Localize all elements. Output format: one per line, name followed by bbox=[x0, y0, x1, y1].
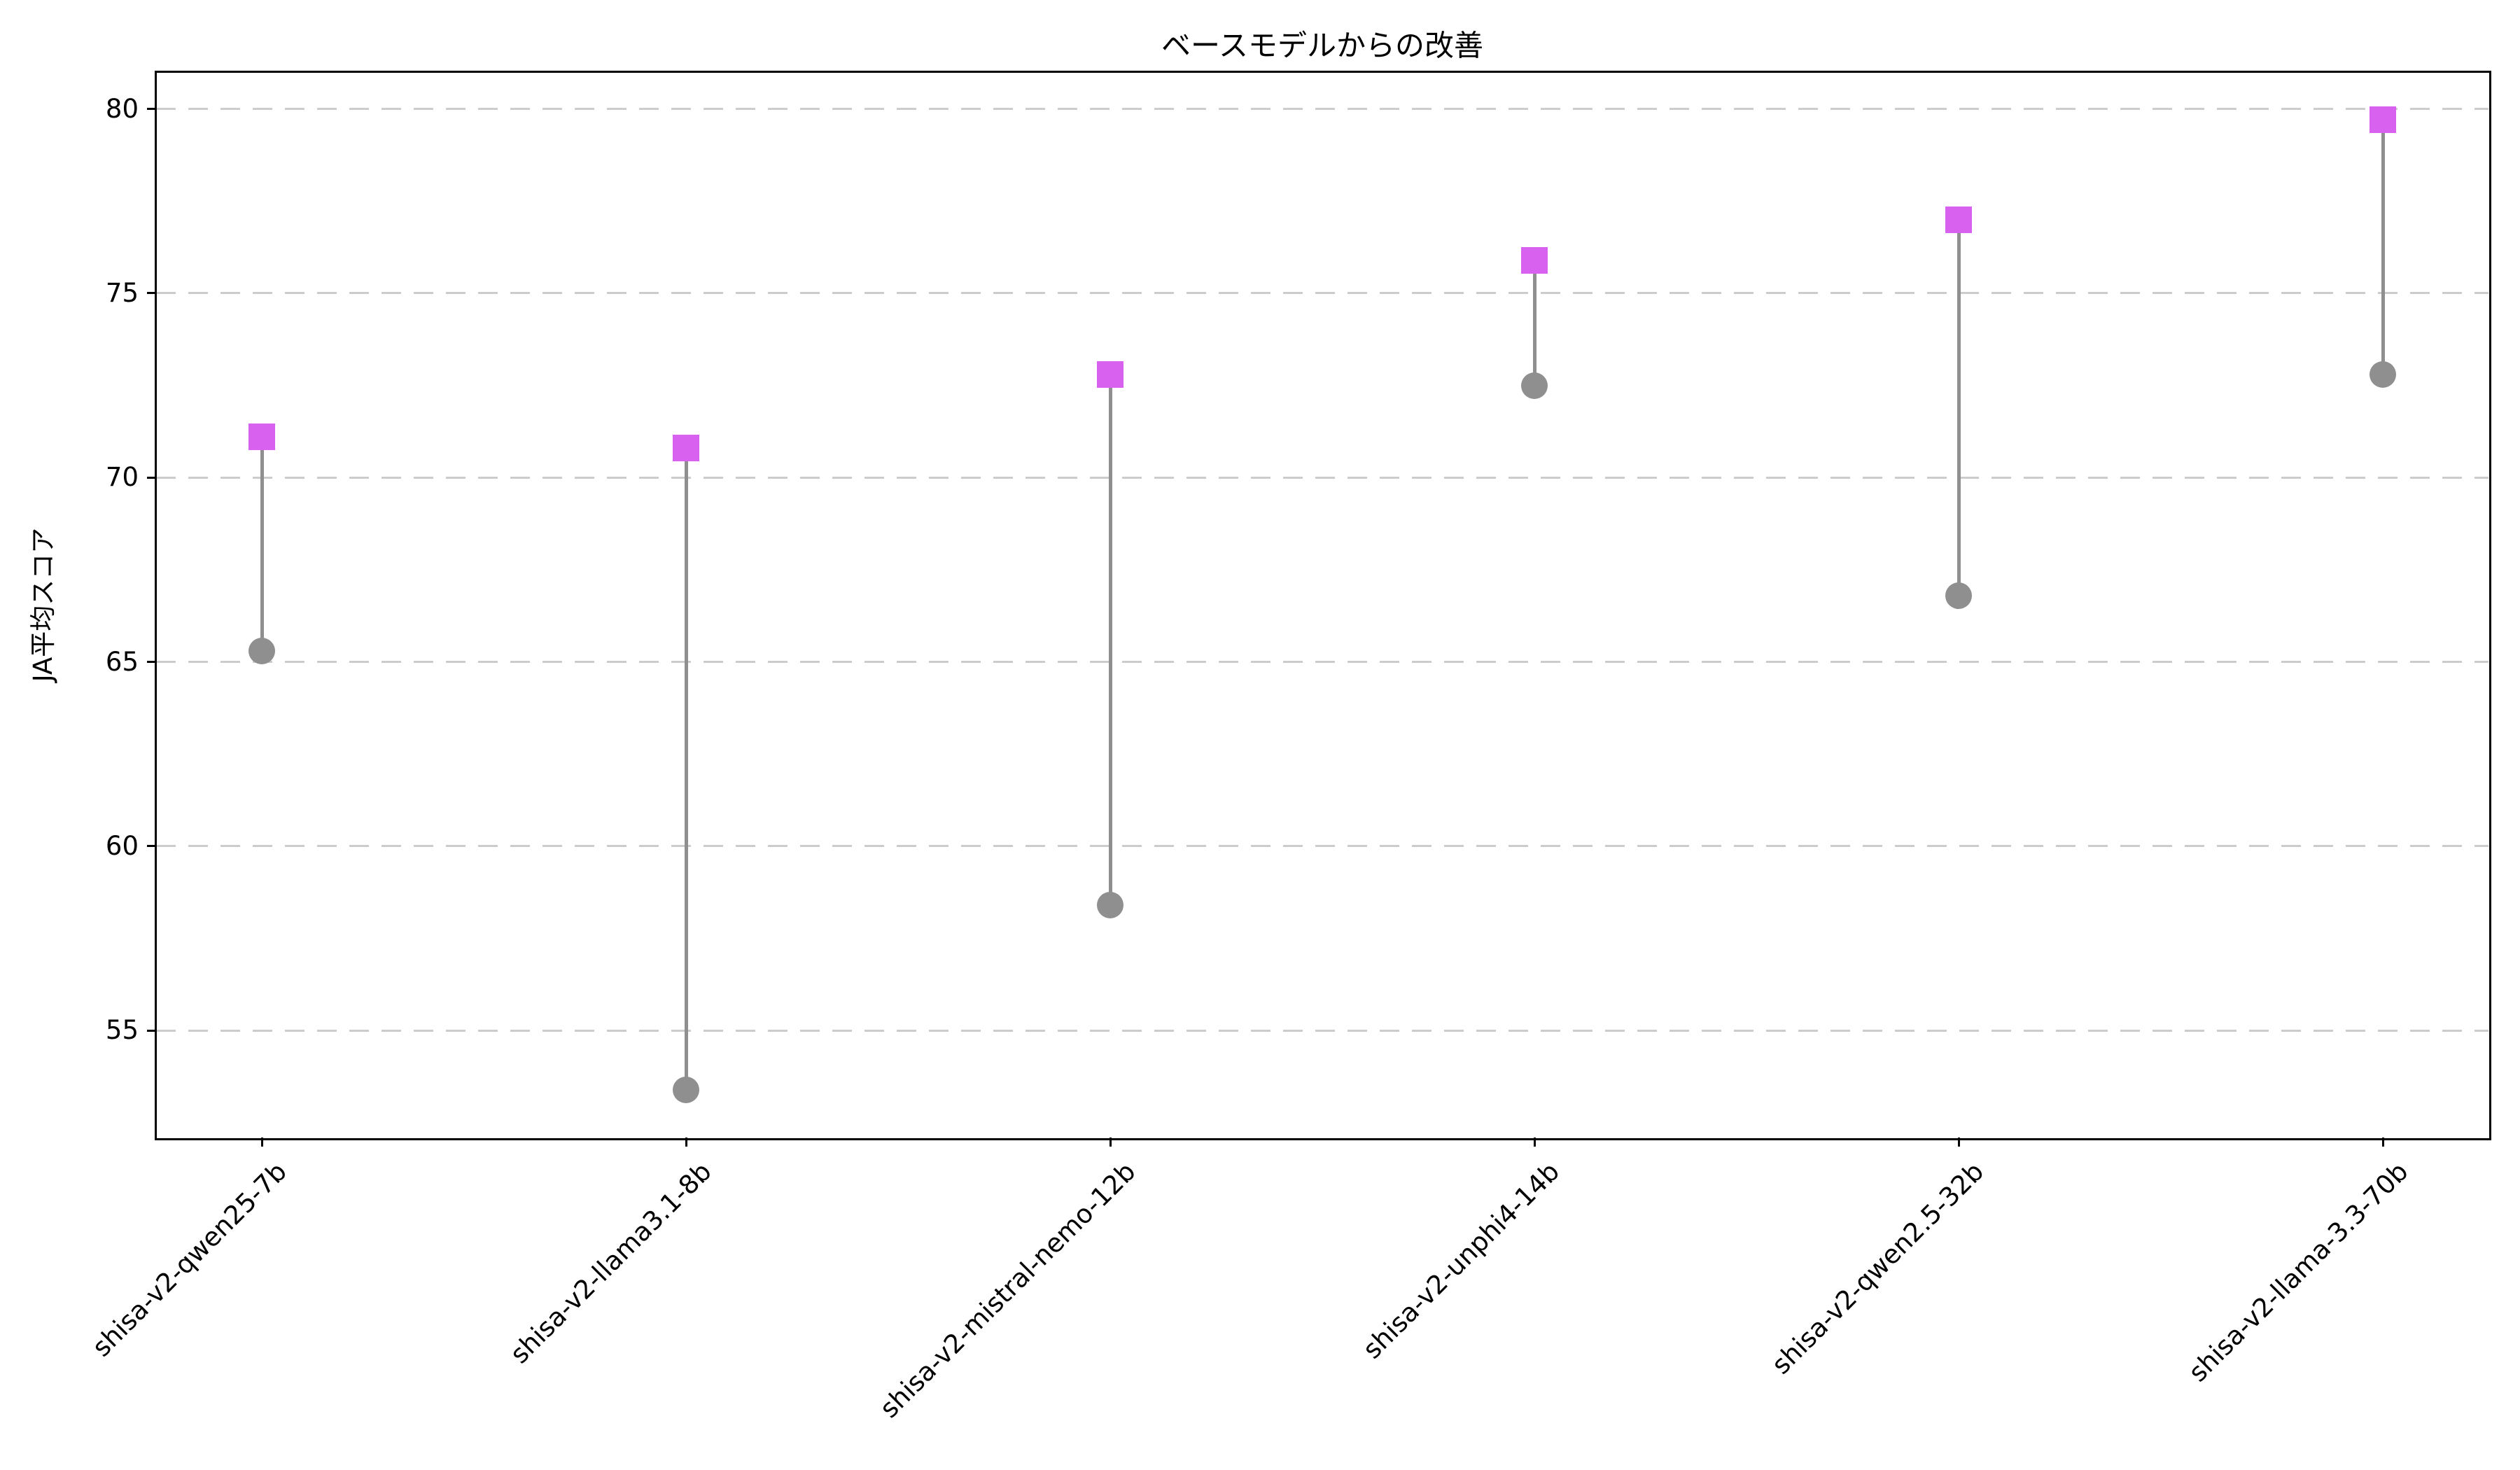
shisa-v2-point-5 bbox=[2370, 106, 2396, 134]
connector-line-3 bbox=[1532, 260, 1536, 386]
y-tick-mark-65 bbox=[147, 661, 156, 664]
gridline-60 bbox=[156, 845, 2488, 848]
base-model-point-4 bbox=[1945, 582, 1972, 609]
y-tick-label-55: 55 bbox=[105, 1015, 139, 1046]
y-tick-label-80: 80 bbox=[105, 93, 139, 124]
x-tick-label-5: shisa-v2-llama-3.3-70b bbox=[2183, 1156, 2414, 1388]
shisa-v2-point-0 bbox=[248, 424, 275, 451]
x-tick-label-1: shisa-v2-llama3.1-8b bbox=[504, 1156, 718, 1370]
gridline-80 bbox=[156, 108, 2488, 111]
base-model-point-5 bbox=[2370, 360, 2396, 388]
x-tick-mark-5 bbox=[2381, 1138, 2384, 1147]
y-tick-mark-55 bbox=[147, 1029, 156, 1032]
shisa-v2-point-3 bbox=[1521, 246, 1548, 274]
gridline-65 bbox=[156, 661, 2488, 664]
y-tick-label-65: 65 bbox=[105, 646, 139, 677]
connector-line-0 bbox=[260, 437, 264, 651]
base-model-point-0 bbox=[248, 637, 275, 664]
y-tick-label-70: 70 bbox=[105, 462, 139, 493]
x-tick-mark-0 bbox=[260, 1138, 263, 1147]
x-tick-label-0: shisa-v2-qwen25-7b bbox=[86, 1156, 293, 1363]
x-tick-mark-1 bbox=[685, 1138, 687, 1147]
y-tick-mark-70 bbox=[147, 476, 156, 479]
y-tick-label-60: 60 bbox=[105, 830, 139, 861]
shisa-v2-point-4 bbox=[1945, 206, 1972, 233]
shisa-v2-point-2 bbox=[1097, 360, 1124, 388]
chart-title: ベースモデルからの改善 bbox=[1161, 28, 1483, 63]
connector-line-2 bbox=[1108, 374, 1112, 906]
plot-area-border bbox=[155, 71, 2491, 1140]
y-tick-mark-75 bbox=[147, 292, 156, 295]
y-tick-mark-80 bbox=[147, 108, 156, 111]
base-model-point-2 bbox=[1097, 892, 1124, 919]
base-model-point-3 bbox=[1521, 372, 1548, 399]
x-tick-label-3: shisa-v2-unphi4-14b bbox=[1357, 1156, 1566, 1365]
gridline-70 bbox=[156, 476, 2488, 479]
connector-line-4 bbox=[1956, 219, 1961, 596]
shisa-v2-point-1 bbox=[673, 435, 699, 462]
gridline-55 bbox=[156, 1029, 2488, 1032]
y-tick-label-75: 75 bbox=[105, 277, 139, 308]
connector-line-5 bbox=[2381, 120, 2385, 374]
x-tick-mark-3 bbox=[1533, 1138, 1536, 1147]
y-tick-mark-60 bbox=[147, 845, 156, 848]
x-tick-label-4: shisa-v2-qwen2.5-32b bbox=[1765, 1156, 1990, 1380]
gridline-75 bbox=[156, 292, 2488, 295]
x-tick-label-2: shisa-v2-mistral-nemo-12b bbox=[874, 1156, 1142, 1424]
x-tick-mark-2 bbox=[1109, 1138, 1112, 1147]
base-model-point-1 bbox=[673, 1076, 699, 1103]
x-tick-mark-4 bbox=[1957, 1138, 1960, 1147]
connector-line-1 bbox=[684, 448, 688, 1090]
